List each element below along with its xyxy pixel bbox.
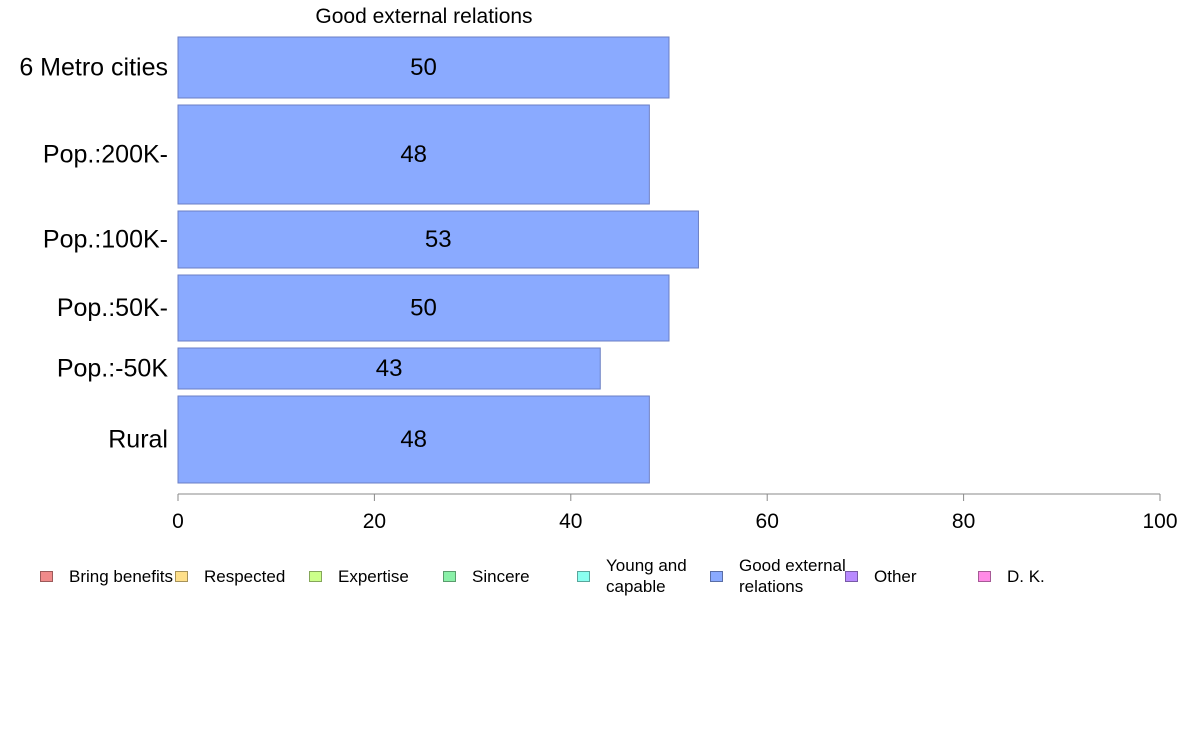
legend-swatch: [175, 570, 188, 582]
legend: Bring benefits Respected Expertise Sincere Y…: [0, 540, 1188, 620]
legend-swatch: [978, 570, 991, 582]
bar-value-label: 43: [376, 355, 403, 382]
category-label: Pop.:50K-: [57, 294, 168, 322]
category-label: Pop.:-50K: [57, 355, 169, 383]
legend-swatch: [443, 570, 456, 582]
legend-swatch: [577, 570, 590, 582]
category-label: 6 Metro cities: [19, 54, 168, 82]
legend-swatch: [845, 570, 858, 582]
legend-item: Expertise: [309, 540, 448, 612]
legend-label: Good external relations: [739, 556, 846, 596]
x-tick-label: 20: [363, 510, 386, 533]
bar: [177, 36, 670, 99]
x-tick-label: 100: [1142, 510, 1177, 533]
legend-item: Young and capable: [577, 540, 716, 612]
x-tick-label: 80: [952, 510, 975, 533]
legend-label: Bring benefits: [69, 566, 173, 586]
legend-item: Sincere: [443, 540, 582, 612]
category-label: Pop.:200K-: [43, 141, 168, 169]
legend-item: D. K.: [978, 540, 1117, 612]
bar: [177, 347, 601, 390]
x-tick-label: 40: [559, 510, 582, 533]
legend-label: Respected: [204, 566, 286, 586]
bar-chart: 50 6 Metro cities 48 Pop.:200K- 53 Pop.:100K-…: [19, 36, 1178, 533]
legend-label: Other: [874, 566, 917, 586]
bars-layer: 50 6 Metro cities 48 Pop.:200K- 53 Pop.:100K-…: [19, 36, 699, 484]
bar: [177, 274, 670, 342]
legend-item: Respected: [175, 540, 314, 612]
x-tick-label: 0: [172, 510, 184, 533]
bar-value-label: 50: [410, 54, 437, 81]
chart-title: Good external relations: [315, 5, 533, 28]
bar-value-label: 48: [400, 426, 427, 453]
legend-swatch: [710, 570, 723, 582]
legend-label: Young and capable: [606, 556, 687, 596]
legend-label: Expertise: [338, 566, 409, 586]
bar-value-label: 53: [425, 226, 452, 253]
bar-value-label: 48: [400, 141, 427, 168]
category-label: Pop.:100K-: [43, 226, 168, 254]
legend-label: D. K.: [1007, 566, 1045, 586]
legend-swatch: [309, 570, 322, 582]
bar: [177, 395, 650, 484]
legend-item: Good external relations: [710, 540, 849, 612]
x-axis: 0 20 40 60 80 100: [172, 493, 1178, 533]
bar: [177, 210, 699, 269]
bar-value-label: 50: [410, 295, 437, 322]
legend-item: Bring benefits: [40, 540, 179, 612]
x-tick-label: 60: [756, 510, 779, 533]
category-label: Rural: [108, 426, 168, 454]
legend-label: Sincere: [472, 566, 530, 586]
bar: [177, 104, 650, 205]
legend-item: Other: [845, 540, 984, 612]
legend-swatch: [40, 570, 53, 582]
